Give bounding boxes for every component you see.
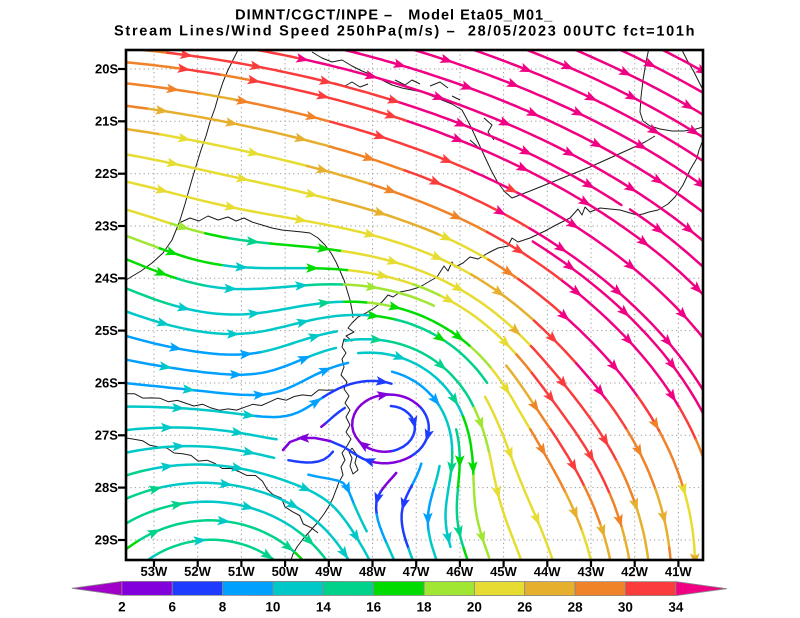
svg-text:44W: 44W [534, 564, 561, 579]
svg-text:27S: 27S [95, 428, 118, 443]
svg-text:42W: 42W [621, 564, 648, 579]
svg-text:25S: 25S [95, 323, 118, 338]
svg-text:48W: 48W [359, 564, 386, 579]
svg-text:22S: 22S [95, 166, 118, 181]
svg-text:20: 20 [467, 600, 482, 615]
svg-text:26S: 26S [95, 375, 118, 390]
svg-text:41W: 41W [665, 564, 692, 579]
svg-text:14: 14 [316, 599, 332, 614]
svg-text:28S: 28S [95, 480, 118, 495]
svg-text:24S: 24S [95, 271, 118, 286]
svg-text:53W: 53W [140, 564, 167, 579]
svg-text:28: 28 [568, 600, 584, 615]
svg-text:21S: 21S [95, 114, 118, 129]
svg-text:23S: 23S [95, 218, 118, 233]
svg-text:50W: 50W [272, 564, 299, 579]
svg-text:52W: 52W [184, 564, 211, 579]
svg-text:34: 34 [668, 600, 684, 615]
svg-text:8: 8 [219, 599, 227, 614]
svg-text:47W: 47W [403, 564, 430, 579]
svg-text:Stream Lines/Wind Speed 250hPa: Stream Lines/Wind Speed 250hPa(m/s) – 28… [114, 23, 696, 39]
svg-text:26: 26 [517, 600, 533, 615]
svg-text:43W: 43W [577, 564, 604, 579]
svg-text:6: 6 [168, 599, 176, 614]
svg-text:18: 18 [417, 600, 433, 615]
svg-text:2: 2 [118, 599, 126, 614]
svg-text:16: 16 [366, 599, 382, 614]
svg-text:46W: 46W [446, 564, 473, 579]
svg-text:29S: 29S [95, 532, 118, 547]
svg-text:51W: 51W [228, 564, 255, 579]
svg-text:20S: 20S [95, 61, 118, 76]
svg-text:30: 30 [618, 600, 633, 615]
svg-text:49W: 49W [315, 564, 342, 579]
svg-text:DIMNT/CGCT/INPE – Model Eta0: DIMNT/CGCT/INPE – Model Eta05_M01_ [235, 7, 553, 23]
svg-text:45W: 45W [490, 564, 517, 579]
svg-text:10: 10 [265, 599, 280, 614]
